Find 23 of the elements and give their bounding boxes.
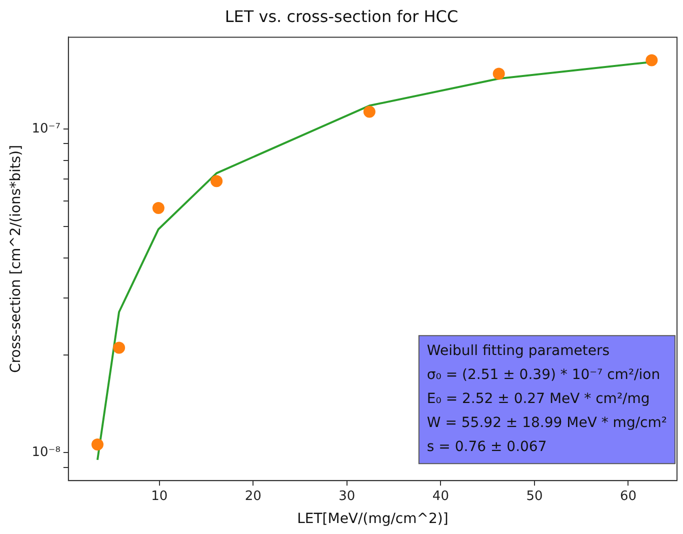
x-tick-label: 20	[244, 488, 262, 504]
point	[113, 342, 126, 354]
point	[210, 175, 223, 188]
point	[363, 106, 376, 118]
x-tick-label: 10	[151, 488, 168, 504]
point	[91, 438, 104, 450]
annotation: s = 0.76 ± 0.067	[426, 439, 547, 456]
point	[152, 202, 164, 214]
y-tick-label: 10⁻⁸	[32, 445, 60, 460]
x-tick-label: 60	[620, 488, 637, 504]
point	[492, 68, 505, 80]
annotation: E₀ = 2.52 ± 0.27 MeV * cm²/mg	[426, 391, 650, 408]
x-tick-label: 30	[338, 488, 356, 504]
y-axis-title: Cross-section [cm^2/(ions*bits)]	[8, 144, 24, 373]
annotation: Weibull fitting parameters	[426, 343, 610, 360]
annotation: W = 55.92 ± 18.99 MeV * mg/cm²	[426, 415, 668, 432]
point	[646, 54, 658, 66]
x-tick-label: 40	[432, 488, 449, 504]
chart-title: LET vs. cross-section for HCC	[224, 6, 458, 26]
x-tick-label: 50	[526, 488, 543, 504]
y-tick-label: 10⁻⁷	[32, 121, 60, 136]
x-axis-title: LET[MeV/(mg/cm^2)]	[297, 511, 448, 528]
annotation: σ₀ = (2.51 ± 0.39) * 10⁻⁷ cm²/ion	[426, 367, 660, 384]
